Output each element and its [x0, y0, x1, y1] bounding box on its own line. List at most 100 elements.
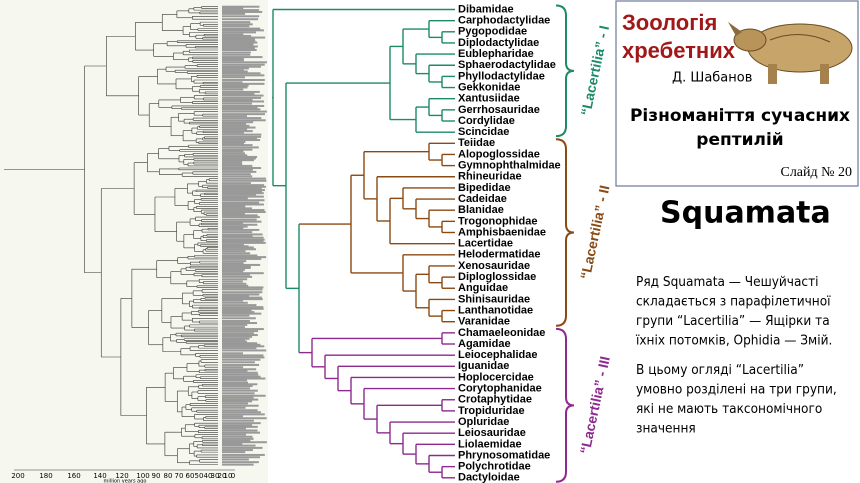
tip-label	[222, 326, 245, 329]
tip-label	[222, 366, 244, 369]
rhino-image	[728, 22, 853, 84]
tip-label	[222, 203, 264, 206]
tip-label	[222, 96, 262, 99]
tip-label	[222, 288, 263, 291]
tip-label	[222, 190, 263, 193]
tip-label	[222, 278, 248, 281]
tip-label	[222, 415, 243, 418]
tip-label	[222, 27, 261, 30]
tip-label	[222, 157, 256, 160]
group-label: “Lacertilia” - II	[577, 184, 613, 281]
tip-label	[222, 45, 258, 48]
tip-label	[222, 280, 243, 283]
tip-label	[222, 164, 253, 167]
tip-label	[222, 282, 247, 285]
tip-label	[222, 70, 248, 73]
group-label: “Lacertilia” - III	[577, 355, 613, 456]
tip-label	[222, 427, 246, 430]
tip-label	[222, 402, 248, 405]
family-name: Trogonophidae	[458, 215, 537, 227]
tip-label	[222, 144, 253, 147]
tip-label	[222, 150, 244, 153]
tip-label	[222, 339, 246, 342]
tip-label	[222, 205, 246, 208]
tip-label	[222, 67, 249, 70]
axis-tick-label: 180	[39, 472, 52, 480]
tip-label	[222, 88, 244, 91]
tip-label	[222, 236, 264, 239]
tip-label	[222, 301, 248, 304]
tip-label	[222, 222, 244, 225]
tip-label	[222, 332, 254, 335]
tip-label	[222, 48, 257, 51]
tip-label	[222, 135, 262, 138]
tip-label	[222, 228, 260, 231]
bracket	[555, 138, 575, 327]
tip-label	[222, 356, 265, 359]
tip-label	[222, 131, 244, 134]
family-name: Carphodactylidae	[458, 15, 550, 27]
family-name: Hoplocercidae	[458, 371, 534, 383]
tip-label	[222, 317, 256, 320]
family-name: Teiidae	[458, 137, 495, 149]
tip-label	[222, 375, 261, 378]
tip-label	[222, 373, 259, 376]
tip-label	[222, 275, 253, 278]
axis-tick-label: 200	[11, 472, 24, 480]
tip-label	[222, 74, 265, 77]
tip-label	[222, 36, 266, 39]
tip-label	[222, 130, 253, 133]
tip-label	[222, 104, 265, 107]
family-name: Helodermatidae	[458, 249, 541, 261]
tip-label	[222, 286, 264, 289]
tip-label	[222, 51, 251, 54]
group-label: “Lacertilia” - I	[577, 24, 612, 117]
tip-label	[222, 34, 252, 37]
family-name: Scincidae	[458, 126, 509, 138]
tip-label	[222, 379, 247, 382]
tip-label	[222, 272, 264, 275]
tip-label	[222, 155, 258, 158]
tip-label	[222, 443, 243, 446]
tip-label	[222, 404, 259, 407]
tip-label	[222, 389, 258, 392]
tip-label	[222, 298, 263, 301]
tip-label	[222, 56, 263, 59]
tip-label	[222, 262, 244, 265]
tip-label	[222, 411, 261, 414]
tip-label	[222, 238, 265, 241]
tip-label	[222, 61, 267, 64]
tip-label	[222, 82, 265, 85]
tip-label	[222, 31, 257, 34]
tip-label	[222, 394, 266, 397]
topic: рептилій	[696, 130, 783, 150]
tip-label	[222, 168, 253, 171]
heading: Squamata	[660, 196, 831, 231]
tip-label	[222, 337, 250, 340]
family-name: Corytophanidae	[458, 383, 542, 395]
axis-tick-label: 40	[204, 472, 213, 480]
family-name: Bipedidae	[458, 182, 511, 194]
tip-label	[222, 57, 244, 60]
axis-tick-label: 120	[115, 472, 128, 480]
family-name: Crotaphytidae	[458, 394, 532, 406]
course-title: Зоологія	[622, 10, 717, 35]
axis-tick-label: 50	[195, 472, 204, 480]
tip-label	[222, 342, 258, 345]
family-name: Anguidae	[458, 282, 508, 294]
tip-label	[222, 146, 259, 149]
tip-label	[222, 117, 262, 120]
tip-label	[222, 309, 252, 312]
tip-label	[222, 69, 244, 72]
family-name: Polychrotidae	[458, 461, 531, 473]
tip-label	[222, 284, 249, 287]
paragraph-line: їхніх потомків, Ophidia — Змій.	[635, 333, 832, 349]
tip-label	[222, 133, 262, 136]
tip-label	[222, 94, 264, 97]
tip-label	[222, 368, 257, 371]
tip-label	[222, 458, 249, 461]
tip-label	[222, 12, 246, 15]
tip-label	[222, 18, 259, 21]
tip-label	[222, 212, 245, 215]
